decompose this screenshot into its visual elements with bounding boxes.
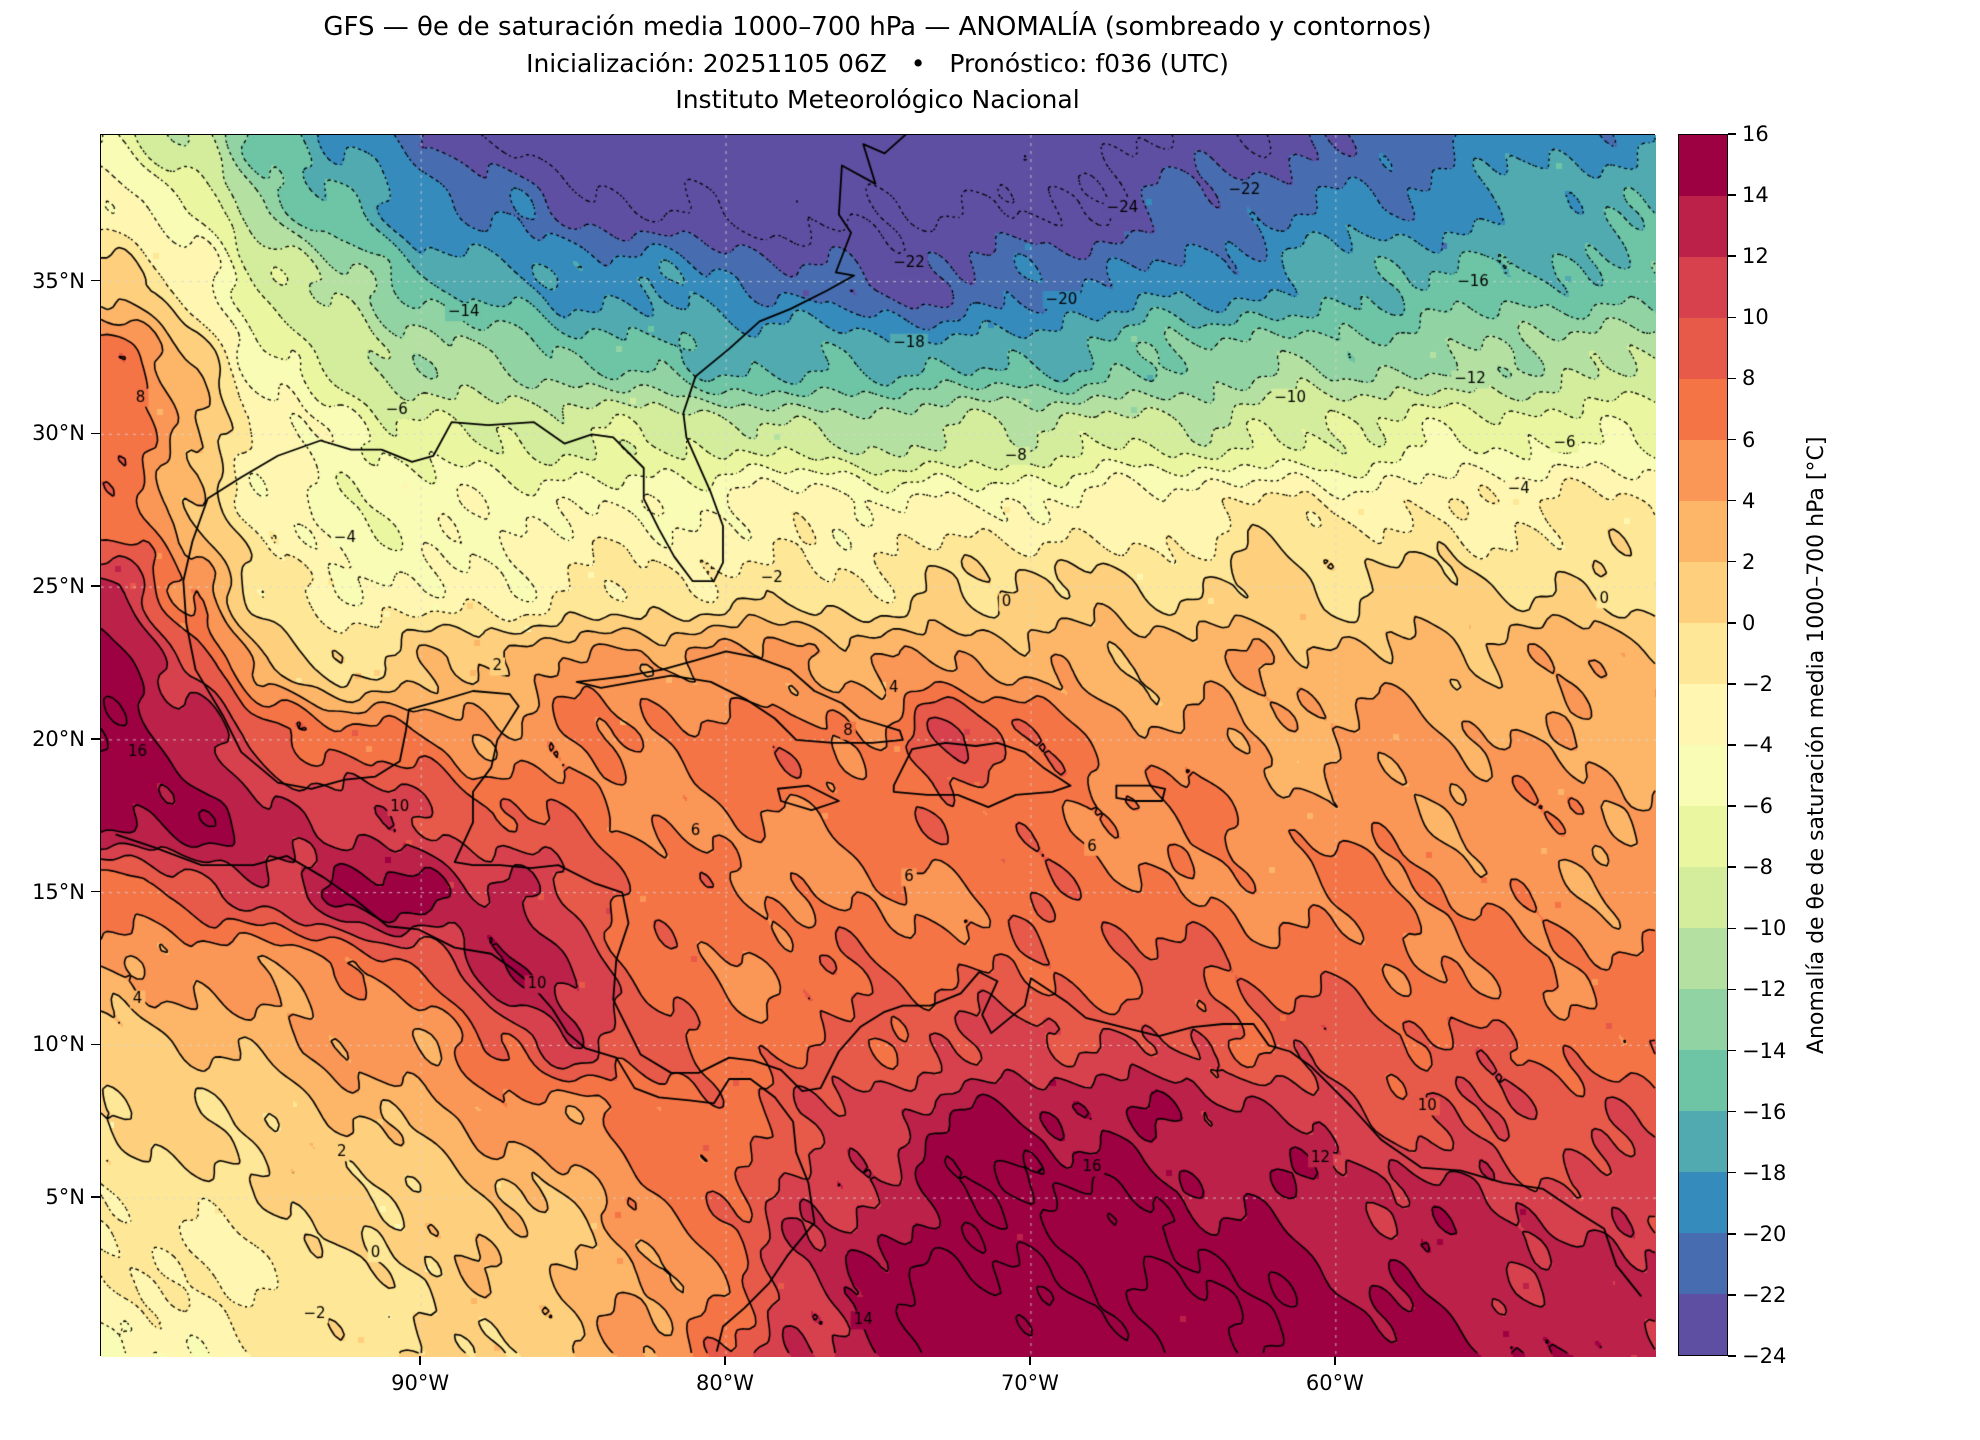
- colorbar-tick-mark: [1728, 1355, 1736, 1357]
- colorbar-tick-mark: [1728, 316, 1736, 319]
- colorbar-tick-mark: [1728, 1110, 1736, 1113]
- colorbar-cell: [1679, 1294, 1727, 1355]
- y-tick-mark: [91, 1043, 100, 1046]
- colorbar-tick-label: 10: [1742, 305, 1769, 330]
- colorbar-cell: [1679, 562, 1727, 623]
- colorbar-cell: [1679, 1172, 1727, 1233]
- colorbar-tick-mark: [1728, 499, 1736, 502]
- colorbar-cell: [1679, 745, 1727, 806]
- y-tick-mark: [91, 1196, 100, 1198]
- colorbar-cell: [1679, 318, 1727, 379]
- colorbar-tick-mark: [1728, 744, 1736, 746]
- colorbar-tick-mark: [1728, 377, 1736, 380]
- colorbar-tick-mark: [1728, 988, 1736, 991]
- y-tick-mark: [91, 585, 100, 587]
- colorbar-tick-mark: [1728, 683, 1736, 685]
- colorbar-tick-mark: [1728, 1233, 1736, 1235]
- colorbar-tick-label: 0: [1742, 610, 1756, 635]
- colorbar-label: Anomalía de θe de saturación media 1000–…: [1804, 436, 1829, 1054]
- colorbar-tick-label: −22: [1742, 1282, 1787, 1307]
- colorbar: [1678, 134, 1728, 1356]
- colorbar-tick-label: −2: [1742, 671, 1773, 696]
- colorbar-cell: [1679, 196, 1727, 257]
- y-tick-label: 25°N: [32, 574, 85, 599]
- colorbar-cell: [1679, 257, 1727, 318]
- y-tick-mark: [91, 432, 100, 435]
- x-tick-mark: [1334, 1356, 1336, 1365]
- colorbar-cell: [1679, 1050, 1727, 1111]
- colorbar-tick-mark: [1728, 560, 1736, 563]
- colorbar-cell: [1679, 440, 1727, 501]
- x-tick-mark: [1029, 1356, 1031, 1365]
- y-tick-mark: [91, 890, 100, 893]
- colorbar-tick-label: −18: [1742, 1160, 1787, 1185]
- colorbar-tick-label: −8: [1742, 855, 1773, 880]
- x-tick-label: 70°W: [1000, 1371, 1059, 1395]
- colorbar-tick-label: −4: [1742, 733, 1773, 757]
- colorbar-tick-mark: [1728, 622, 1736, 624]
- colorbar-cell: [1679, 928, 1727, 989]
- colorbar-tick-label: −14: [1742, 1038, 1787, 1063]
- colorbar-tick-label: −20: [1742, 1221, 1787, 1246]
- y-tick-label: 15°N: [32, 879, 85, 904]
- figure-title: GFS — θe de saturación media 1000–700 hP…: [323, 12, 1432, 42]
- y-tick-mark: [91, 279, 100, 282]
- colorbar-cells: [1679, 135, 1727, 1355]
- y-tick-label: 35°N: [32, 268, 85, 293]
- y-tick-mark: [91, 738, 100, 740]
- colorbar-cell: [1679, 989, 1727, 1050]
- colorbar-cell: [1679, 623, 1727, 684]
- colorbar-tick-mark: [1728, 255, 1736, 257]
- colorbar-tick-label: −12: [1742, 977, 1787, 1002]
- colorbar-cell: [1679, 1111, 1727, 1172]
- colorbar-tick-mark: [1728, 194, 1736, 196]
- x-tick-mark: [724, 1356, 726, 1365]
- colorbar-cell: [1679, 135, 1727, 196]
- y-tick-label: 20°N: [32, 726, 85, 751]
- colorbar-tick-mark: [1728, 1171, 1736, 1174]
- colorbar-tick-label: 4: [1742, 488, 1756, 513]
- colorbar-tick-label: −24: [1742, 1344, 1787, 1368]
- colorbar-tick-label: 14: [1742, 183, 1769, 208]
- colorbar-tick-mark: [1728, 1049, 1736, 1052]
- colorbar-tick-label: 16: [1742, 122, 1769, 146]
- x-tick-label: 80°W: [696, 1371, 755, 1395]
- colorbar-tick-label: −16: [1742, 1099, 1787, 1124]
- colorbar-tick-mark: [1728, 927, 1736, 930]
- x-tick-label: 90°W: [391, 1371, 450, 1395]
- colorbar-cell: [1679, 684, 1727, 745]
- map-canvas: [101, 135, 1656, 1357]
- colorbar-tick-label: 2: [1742, 549, 1756, 574]
- y-tick-label: 5°N: [45, 1185, 85, 1210]
- colorbar-cell: [1679, 867, 1727, 928]
- figure-titles: GFS — θe de saturación media 1000–700 hP…: [100, 12, 1655, 114]
- colorbar-cell: [1679, 379, 1727, 440]
- colorbar-tick-label: 6: [1742, 427, 1756, 452]
- colorbar-tick-label: 8: [1742, 366, 1756, 391]
- figure-institution: Instituto Meteorológico Nacional: [675, 85, 1080, 114]
- x-tick-mark: [419, 1356, 421, 1365]
- colorbar-cell: [1679, 806, 1727, 867]
- colorbar-tick-mark: [1728, 1294, 1736, 1296]
- colorbar-tick-mark: [1728, 133, 1736, 135]
- colorbar-tick-label: −6: [1742, 794, 1773, 819]
- map-plot-area: [100, 134, 1656, 1357]
- colorbar-tick-mark: [1728, 805, 1736, 807]
- colorbar-tick-label: 12: [1742, 244, 1769, 269]
- colorbar-cell: [1679, 1233, 1727, 1294]
- colorbar-tick-label: −10: [1742, 916, 1787, 941]
- colorbar-cell: [1679, 501, 1727, 562]
- x-tick-label: 60°W: [1305, 1371, 1364, 1395]
- colorbar-tick-mark: [1728, 866, 1736, 868]
- colorbar-tick-mark: [1728, 438, 1736, 441]
- figure-subtitle: Inicialización: 20251105 06Z • Pronóstic…: [526, 49, 1229, 78]
- y-tick-label: 30°N: [32, 421, 85, 446]
- y-tick-label: 10°N: [32, 1032, 85, 1057]
